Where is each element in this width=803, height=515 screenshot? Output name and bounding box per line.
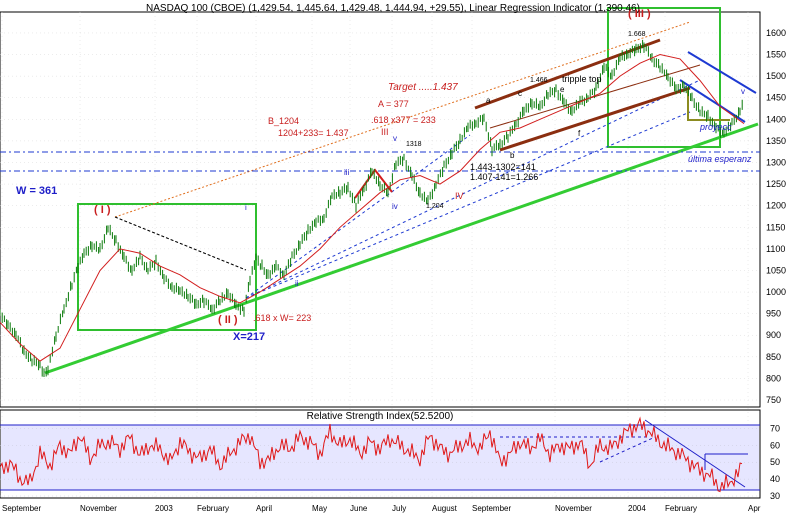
price-tick-label: 900 xyxy=(766,330,781,340)
projection-marker xyxy=(687,90,730,121)
rsi-panel-frame xyxy=(0,409,761,499)
label-tripple: tripple top xyxy=(562,74,602,84)
time-tick-label: July xyxy=(392,504,406,513)
time-tick-label: September xyxy=(2,504,41,513)
label-ultima: última esperanz xyxy=(688,154,752,164)
label-calc2: 1.407-141=1.266 xyxy=(470,172,538,182)
wave-I-box xyxy=(77,203,257,331)
label-III-small: III xyxy=(381,127,389,137)
main-trendline xyxy=(44,122,759,375)
rsi-tick-label: 60 xyxy=(770,440,780,450)
time-tick-label: February xyxy=(197,504,229,513)
time-tick-label: November xyxy=(555,504,592,513)
time-tick-label: September xyxy=(472,504,511,513)
label-calc1: 1.443-1302=141 xyxy=(470,162,536,172)
price-tick-label: 1600 xyxy=(766,28,786,38)
chart-title: NASDAQ 100 (CBOE) (1,429.54, 1,445.64, 1… xyxy=(146,3,640,14)
channel-upper xyxy=(474,38,661,110)
rsi-tick-label: 50 xyxy=(770,457,780,467)
rsi-trendline xyxy=(644,419,746,488)
label-iv: iv xyxy=(392,202,398,211)
label-v: v xyxy=(393,134,397,143)
time-tick-label: June xyxy=(350,504,368,513)
axes: 1600 1550 1500 1450 1400 1350 1300 1250 1200 1150… xyxy=(2,28,786,513)
price-tick-label: 1500 xyxy=(766,71,786,81)
label-e: e xyxy=(560,85,565,94)
label-a377: A = 377 xyxy=(378,99,409,109)
price-tick-label: 1450 xyxy=(766,93,786,103)
time-tick-label: May xyxy=(312,504,327,513)
label-1318: 1318 xyxy=(406,141,422,148)
label-a: a xyxy=(486,96,491,105)
label-i: i xyxy=(245,203,247,212)
fan-line-1 xyxy=(245,79,701,299)
label-ii: ii xyxy=(295,279,299,288)
label-iii: iii xyxy=(344,168,350,177)
regression-line xyxy=(0,53,745,362)
analysis-overlays xyxy=(0,7,760,491)
price-tick-label: 950 xyxy=(766,309,781,319)
label-a618: .618 x377 = 233 xyxy=(371,115,436,125)
channel-lower xyxy=(499,86,691,152)
rsi-dashed-2 xyxy=(599,436,656,463)
time-tick-label: April xyxy=(256,504,272,513)
down-channel-lower xyxy=(679,79,746,123)
rsi-line xyxy=(0,416,743,493)
rsi-tick-label: 30 xyxy=(770,491,780,501)
label-f: f xyxy=(578,129,581,138)
label-IV: IV xyxy=(455,191,464,201)
fan-line-2 xyxy=(245,111,691,299)
label-v2: v xyxy=(741,87,745,96)
price-tick-label: 1200 xyxy=(766,201,786,211)
price-tick-label: 1100 xyxy=(766,244,785,254)
wave-I-dotted xyxy=(114,216,247,271)
price-tick-label: 1000 xyxy=(766,287,786,297)
rsi-tick-label: 40 xyxy=(770,474,780,484)
time-tick-label: November xyxy=(80,504,117,513)
price-tick-label: 1550 xyxy=(766,50,786,60)
label-b1204: B_1204 xyxy=(268,116,299,126)
rsi-title: Relative Strength Index(52.5200) xyxy=(307,411,454,422)
price-tick-label: 1350 xyxy=(766,136,786,146)
fan-line-3 xyxy=(245,134,471,299)
label-w618: .618 x W= 223 xyxy=(253,313,311,323)
price-tick-label: 1400 xyxy=(766,114,786,124)
time-tick-label: Apr xyxy=(748,504,761,513)
down-channel-upper xyxy=(687,51,757,94)
label-wave-II: ( II ) xyxy=(218,314,238,326)
label-proyec: proyecc xyxy=(699,122,732,132)
label-1204: 1.204 xyxy=(426,203,444,210)
price-tick-label: 1050 xyxy=(766,265,786,275)
wave-iii-triangle xyxy=(354,168,393,199)
time-tick-label: August xyxy=(432,504,458,513)
rsi-tick-label: 70 xyxy=(770,423,780,433)
price-tick-label: 1300 xyxy=(766,158,786,168)
price-tick-label: 800 xyxy=(766,373,781,383)
time-tick-label: February xyxy=(665,504,697,513)
label-c: c xyxy=(518,89,522,98)
label-x217: X=217 xyxy=(233,331,265,343)
label-1668: 1.668 xyxy=(628,31,646,38)
price-tick-label: 850 xyxy=(766,352,781,362)
price-tick-label: 1250 xyxy=(766,179,786,189)
label-wave-I: ( I ) xyxy=(94,204,111,216)
price-series xyxy=(0,39,745,493)
price-tick-label: 750 xyxy=(766,395,781,405)
time-tick-label: 2004 xyxy=(628,504,646,513)
price-bars xyxy=(0,39,743,377)
wave-III-box xyxy=(607,7,721,148)
price-tick-label: 1150 xyxy=(766,222,785,232)
label-b: b xyxy=(510,151,515,160)
time-tick-label: 2003 xyxy=(155,504,173,513)
label-1466: 1.466 xyxy=(530,77,548,84)
target-line xyxy=(114,21,691,218)
price-panel-frame xyxy=(0,11,761,408)
label-wave-III: ( III ) xyxy=(628,8,651,20)
label-w361: W = 361 xyxy=(16,185,57,197)
label-b1204sum: 1204+233= 1.437 xyxy=(278,128,349,138)
annotations: ( I ) ( II ) ( III ) W = 361 X=217 Targe… xyxy=(16,8,752,343)
label-target: Target .....1.437 xyxy=(388,82,458,93)
